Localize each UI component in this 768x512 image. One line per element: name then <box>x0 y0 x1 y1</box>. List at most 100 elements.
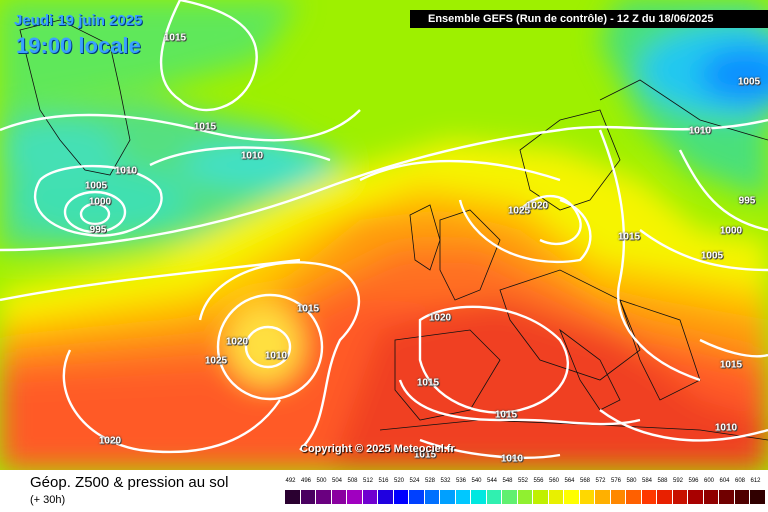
isobar-label: 1015 <box>163 32 187 44</box>
legend-swatch <box>331 490 346 504</box>
geopotential-shading <box>0 0 768 470</box>
isobar-label: 1025 <box>204 355 228 367</box>
isobar-label: 1020 <box>525 200 549 212</box>
isobar-label: 1000 <box>88 196 112 208</box>
legend-swatch <box>626 490 641 504</box>
legend-value-label: 560 <box>548 478 559 484</box>
isobar-label: 1015 <box>494 409 518 421</box>
legend-swatch <box>672 490 687 504</box>
legend-value-label: 504 <box>331 478 342 484</box>
legend-value-label: 564 <box>564 478 575 484</box>
legend-swatch <box>579 490 594 504</box>
isobar-label: 1020 <box>98 435 122 447</box>
isobar-label: 1020 <box>225 336 249 348</box>
legend-value-label: 604 <box>719 478 730 484</box>
legend-value-label: 548 <box>502 478 513 484</box>
legend-swatch <box>393 490 408 504</box>
legend-swatch <box>486 490 501 504</box>
isobar-label: 1005 <box>700 250 724 262</box>
isobar-label: 1010 <box>114 165 138 177</box>
legend-swatch <box>750 490 765 504</box>
legend-swatch <box>285 490 300 504</box>
legend-value-label: 492 <box>285 478 296 484</box>
legend-value-label: 608 <box>734 478 745 484</box>
legend-value-label: 544 <box>486 478 497 484</box>
legend-value-label: 520 <box>393 478 404 484</box>
legend-swatch <box>548 490 563 504</box>
isobar-label: 1010 <box>264 350 288 362</box>
legend-value-label: 508 <box>347 478 358 484</box>
weather-map: 1015 1015 1010 1010 1005 1000 995 1005 1… <box>0 0 768 470</box>
legend-swatch <box>703 490 718 504</box>
legend-value-label: 600 <box>703 478 714 484</box>
map-canvas <box>0 0 768 470</box>
isobar-label: 995 <box>738 195 756 207</box>
isobar-label: 1010 <box>500 453 524 465</box>
legend-value-label: 528 <box>424 478 435 484</box>
isobar-label: 1015 <box>416 377 440 389</box>
isobar-label: 1010 <box>688 125 712 137</box>
legend-value-label: 532 <box>440 478 451 484</box>
run-header: Ensemble GEFS (Run de contrôle) - 12 Z d… <box>410 10 768 28</box>
legend-swatch <box>641 490 656 504</box>
map-title: Géop. Z500 & pression au sol <box>30 474 229 491</box>
isobar-label: 1025 <box>507 205 531 217</box>
isobar-label: 1005 <box>737 76 761 88</box>
legend-value-label: 556 <box>533 478 544 484</box>
legend-swatch <box>316 490 331 504</box>
isobar-label: 1015 <box>193 121 217 133</box>
legend-value-label: 612 <box>750 478 761 484</box>
legend-value-label: 576 <box>610 478 621 484</box>
isobar-label: 1000 <box>719 225 743 237</box>
legend-swatch <box>378 490 393 504</box>
legend-swatch <box>471 490 486 504</box>
legend-value-label: 592 <box>672 478 683 484</box>
copyright-notice: Copyright © 2025 Meteociel.fr <box>300 443 455 455</box>
legend-swatch <box>409 490 424 504</box>
legend-value-label: 500 <box>316 478 327 484</box>
legend-swatch <box>688 490 703 504</box>
legend-value-label: 596 <box>688 478 699 484</box>
legend-swatch <box>564 490 579 504</box>
isobar-label: 1005 <box>84 180 108 192</box>
legend-swatch <box>517 490 532 504</box>
forecast-date: Jeudi 19 juin 2025 <box>14 12 143 29</box>
isobar-label: 1015 <box>719 359 743 371</box>
legend-swatch <box>362 490 377 504</box>
isobar-label: 1015 <box>617 231 641 243</box>
forecast-time: 19:00 locale <box>16 33 141 58</box>
isobar-label: 1015 <box>413 449 437 461</box>
legend-value-label: 552 <box>517 478 528 484</box>
legend-swatch <box>347 490 362 504</box>
legend-swatch <box>455 490 470 504</box>
legend-value-label: 524 <box>409 478 420 484</box>
isobar-label: 1015 <box>296 303 320 315</box>
legend-value-label: 496 <box>300 478 311 484</box>
legend-swatch <box>440 490 455 504</box>
legend-swatch <box>734 490 749 504</box>
isobar-label: 1020 <box>428 312 452 324</box>
legend-swatch <box>533 490 548 504</box>
legend-swatch <box>595 490 610 504</box>
legend-swatch <box>719 490 734 504</box>
legend-value-label: 512 <box>362 478 373 484</box>
legend-value-label: 588 <box>657 478 668 484</box>
legend-value-label: 580 <box>626 478 637 484</box>
isobar-label: 1010 <box>714 422 738 434</box>
coastlines <box>19 19 768 441</box>
isobars <box>0 0 768 459</box>
legend-value-label: 584 <box>641 478 652 484</box>
legend-value-label: 572 <box>595 478 606 484</box>
legend-swatch <box>657 490 672 504</box>
legend-swatch <box>300 490 315 504</box>
isobar-label: 995 <box>89 224 107 236</box>
isobar-label: 1010 <box>240 150 264 162</box>
legend-value-label: 516 <box>378 478 389 484</box>
legend-value-label: 568 <box>579 478 590 484</box>
legend-swatch <box>424 490 439 504</box>
legend-value-label: 540 <box>471 478 482 484</box>
forecast-offset: (+ 30h) <box>30 494 66 506</box>
legend-swatch <box>610 490 625 504</box>
legend-value-label: 536 <box>455 478 466 484</box>
legend-swatch <box>502 490 517 504</box>
